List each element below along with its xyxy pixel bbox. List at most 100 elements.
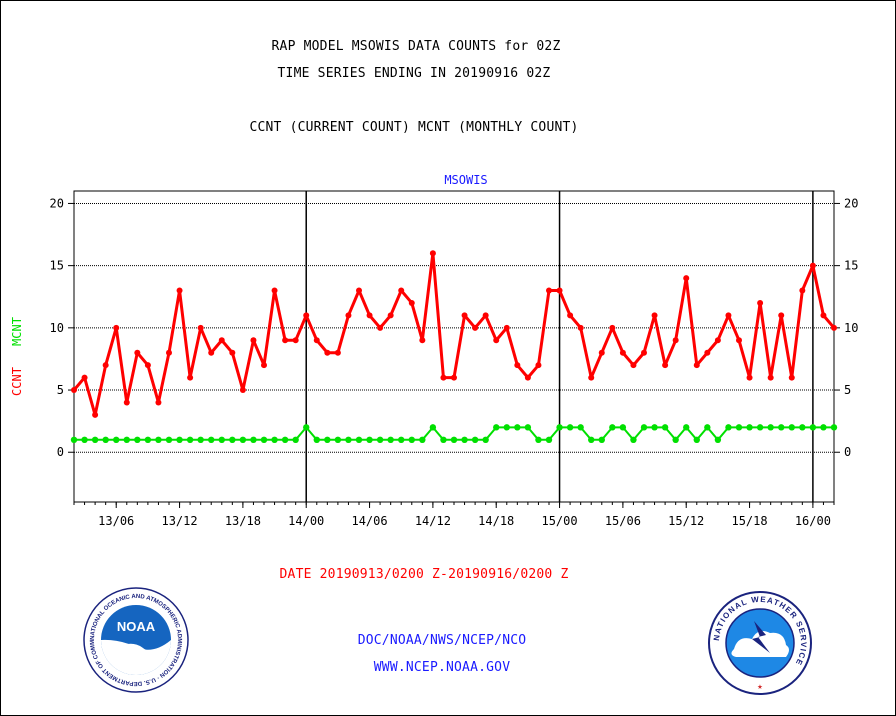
data-point-ccnt	[102, 362, 109, 369]
data-point-ccnt	[250, 337, 257, 344]
data-point-ccnt	[208, 349, 215, 356]
data-point-mcnt	[809, 424, 817, 431]
data-point-ccnt	[693, 362, 700, 369]
data-point-mcnt	[334, 436, 342, 443]
data-point-ccnt	[429, 250, 436, 257]
data-point-mcnt	[408, 436, 415, 443]
data-point-mcnt	[218, 436, 225, 443]
plot-frame	[73, 190, 835, 503]
data-point-ccnt	[71, 387, 77, 394]
data-point-mcnt	[429, 424, 437, 431]
data-point-ccnt	[757, 299, 764, 306]
data-point-ccnt	[482, 312, 489, 319]
data-point-mcnt	[704, 424, 711, 431]
data-point-mcnt	[440, 436, 447, 443]
data-point-mcnt	[767, 424, 774, 431]
data-point-ccnt	[166, 349, 172, 356]
data-point-ccnt	[588, 374, 595, 381]
data-point-mcnt	[672, 436, 679, 443]
data-point-ccnt	[303, 312, 310, 319]
y-tick-label-left: 20	[50, 196, 64, 210]
data-point-mcnt	[313, 436, 320, 443]
nws-logo-icon: NATIONAL WEATHER SERVICE ★	[708, 591, 812, 695]
data-point-ccnt	[503, 324, 510, 331]
x-tick-label: 13/06	[98, 514, 134, 528]
y-tick-label-left: 10	[50, 321, 64, 335]
msowis-time-series-chart: 0 0 5 5 10 10 15 15 20 20 13/06 13/12 13/18 14/00 14/0…	[10, 173, 858, 528]
data-point-mcnt	[144, 436, 152, 443]
data-point-ccnt	[683, 275, 690, 282]
data-point-mcnt	[799, 424, 806, 431]
data-point-mcnt	[91, 436, 99, 443]
data-point-ccnt	[619, 349, 626, 356]
data-point-ccnt	[767, 374, 774, 381]
data-point-ccnt	[714, 337, 721, 344]
chart-title: MSOWIS	[444, 173, 487, 187]
data-point-ccnt	[672, 337, 679, 344]
data-point-mcnt	[281, 436, 289, 443]
data-point-mcnt	[830, 424, 838, 431]
data-point-ccnt	[820, 312, 827, 319]
data-point-mcnt	[186, 436, 194, 443]
data-point-mcnt	[366, 436, 373, 443]
data-point-ccnt	[324, 349, 331, 356]
data-point-ccnt	[334, 349, 341, 356]
x-tick-label: 15/18	[731, 514, 767, 528]
data-point-mcnt	[714, 436, 722, 443]
y-tick-label-right: 15	[844, 259, 858, 273]
data-point-mcnt	[820, 424, 827, 431]
y-axis-label-ccnt: CCNT	[10, 367, 24, 396]
data-point-mcnt	[419, 436, 426, 443]
data-point-mcnt	[471, 436, 479, 443]
x-tick-label: 15/06	[605, 514, 641, 528]
data-point-mcnt	[70, 436, 78, 443]
data-point-mcnt	[778, 424, 785, 431]
data-point-ccnt	[134, 349, 141, 356]
data-point-mcnt	[598, 436, 605, 443]
data-point-ccnt	[292, 337, 299, 344]
data-point-mcnt	[725, 424, 732, 431]
data-point-ccnt	[229, 349, 236, 356]
data-point-ccnt	[493, 337, 500, 344]
data-point-mcnt	[746, 424, 753, 431]
data-point-ccnt	[535, 362, 542, 369]
data-point-mcnt	[450, 436, 458, 443]
y-tick-label-right: 0	[844, 445, 851, 459]
data-point-ccnt	[113, 324, 120, 331]
data-point-ccnt	[567, 312, 574, 319]
chart-title-line3: CCNT (CURRENT COUNT) MCNT (MONTHLY COUNT…	[249, 120, 579, 135]
data-point-mcnt	[123, 436, 130, 443]
x-tick-label: 13/12	[161, 514, 197, 528]
data-point-ccnt	[92, 411, 99, 418]
data-point-mcnt	[197, 436, 204, 443]
y-tick-label-left: 15	[50, 259, 64, 273]
y-axis-label-mcnt: MCNT	[10, 317, 24, 346]
website-link[interactable]: WWW.NCEP.NOAA.GOV	[373, 660, 511, 675]
data-point-ccnt	[641, 349, 647, 356]
data-point-ccnt	[155, 399, 162, 406]
data-point-mcnt	[661, 424, 669, 431]
data-point-mcnt	[176, 436, 183, 443]
data-point-mcnt	[588, 436, 595, 443]
noaa-logo-icon: NOAA NATIONAL OCEANIC AND ATMOSPHERIC AD…	[83, 587, 189, 693]
chart-title-line1: RAP MODEL MSOWIS DATA COUNTS for 02Z	[271, 39, 561, 54]
data-point-mcnt	[619, 424, 627, 431]
data-point-ccnt	[218, 337, 225, 344]
data-point-mcnt	[303, 424, 310, 431]
chart-title-line2: TIME SERIES ENDING IN 20190916 02Z	[277, 66, 551, 81]
data-point-ccnt	[377, 324, 384, 331]
x-tick-label: 14/12	[415, 514, 451, 528]
data-point-ccnt	[788, 374, 795, 381]
data-point-ccnt	[197, 324, 204, 331]
data-point-mcnt	[155, 436, 162, 443]
data-point-mcnt	[271, 436, 278, 443]
data-point-mcnt	[788, 424, 795, 431]
data-point-mcnt	[355, 436, 363, 443]
data-point-ccnt	[472, 324, 479, 331]
data-point-ccnt	[799, 287, 806, 294]
x-tick-label: 13/18	[225, 514, 261, 528]
data-point-mcnt	[239, 436, 247, 443]
data-point-mcnt	[651, 424, 658, 431]
data-point-ccnt	[451, 374, 457, 381]
data-point-mcnt	[503, 424, 510, 431]
